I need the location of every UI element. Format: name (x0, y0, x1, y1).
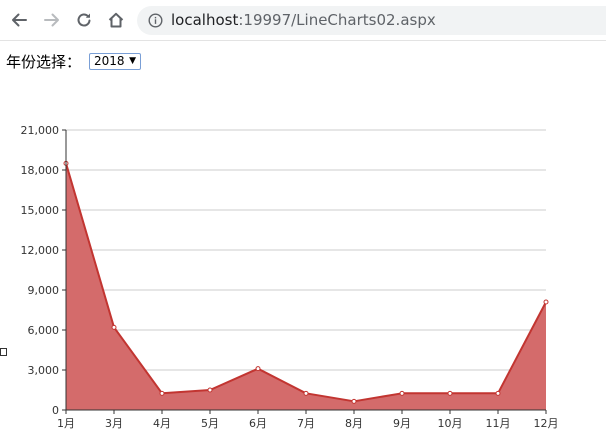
data-point[interactable] (111, 324, 117, 330)
info-icon[interactable] (148, 13, 163, 28)
y-axis-labels: 0 3,000 6,000 9,000 12,000 15,000 18,000 21,000 (21, 124, 66, 417)
dropdown-arrow-icon: ▼ (129, 56, 137, 66)
url-text: localhost:19997/LineCharts02.aspx (171, 6, 436, 35)
year-label: 年份选择： (6, 52, 82, 71)
y-tick-label: 21,000 (21, 124, 60, 137)
x-tick-label: 12月 (534, 417, 559, 430)
data-point[interactable] (447, 390, 453, 396)
y-tick-label: 6,000 (28, 324, 60, 337)
data-point[interactable] (495, 390, 501, 396)
year-select-value: 2018 (94, 54, 125, 68)
data-point[interactable] (303, 390, 309, 396)
url-host: localhost (171, 11, 239, 29)
x-tick-label: 8月 (345, 417, 363, 430)
y-tick-label: 18,000 (21, 164, 60, 177)
x-tick-label: 1月 (57, 417, 75, 430)
year-filter: 年份选择： 2018 ▼ (6, 50, 142, 72)
series-area (66, 163, 546, 410)
home-icon[interactable] (105, 9, 127, 31)
x-tick-label: 9月 (393, 417, 411, 430)
x-tick-label: 11月 (486, 417, 511, 430)
data-point[interactable] (255, 366, 261, 372)
year-select[interactable]: 2018 ▼ (89, 52, 142, 70)
data-point[interactable] (399, 390, 405, 396)
y-tick-label: 15,000 (21, 204, 60, 217)
x-tick-label: 6月 (249, 417, 267, 430)
grid-lines (66, 129, 546, 371)
browser-toolbar: localhost:19997/LineCharts02.aspx (0, 0, 606, 41)
x-tick-label: 5月 (201, 417, 219, 430)
url-path: :19997/LineCharts02.aspx (238, 11, 436, 29)
address-bar[interactable]: localhost:19997/LineCharts02.aspx (137, 6, 606, 35)
data-point[interactable] (159, 390, 165, 396)
reload-icon[interactable] (73, 9, 95, 31)
forward-arrow-icon[interactable] (41, 9, 63, 31)
y-tick-label: 3,000 (28, 364, 60, 377)
x-tick-label: 10月 (438, 417, 463, 430)
data-point[interactable] (543, 299, 549, 305)
x-tick-label: 3月 (105, 417, 123, 430)
back-arrow-icon[interactable] (8, 9, 30, 31)
y-tick-label: 9,000 (28, 284, 60, 297)
x-axis-labels: 1月 3月 4月 5月 6月 7月 8月 9月 10月 11月 12月 (57, 410, 559, 430)
data-point[interactable] (351, 398, 357, 404)
y-tick-label: 0 (52, 404, 59, 417)
side-marker (0, 348, 7, 356)
x-tick-label: 7月 (297, 417, 315, 430)
y-tick-label: 12,000 (21, 244, 60, 257)
x-tick-label: 4月 (153, 417, 171, 430)
data-point[interactable] (207, 387, 213, 393)
